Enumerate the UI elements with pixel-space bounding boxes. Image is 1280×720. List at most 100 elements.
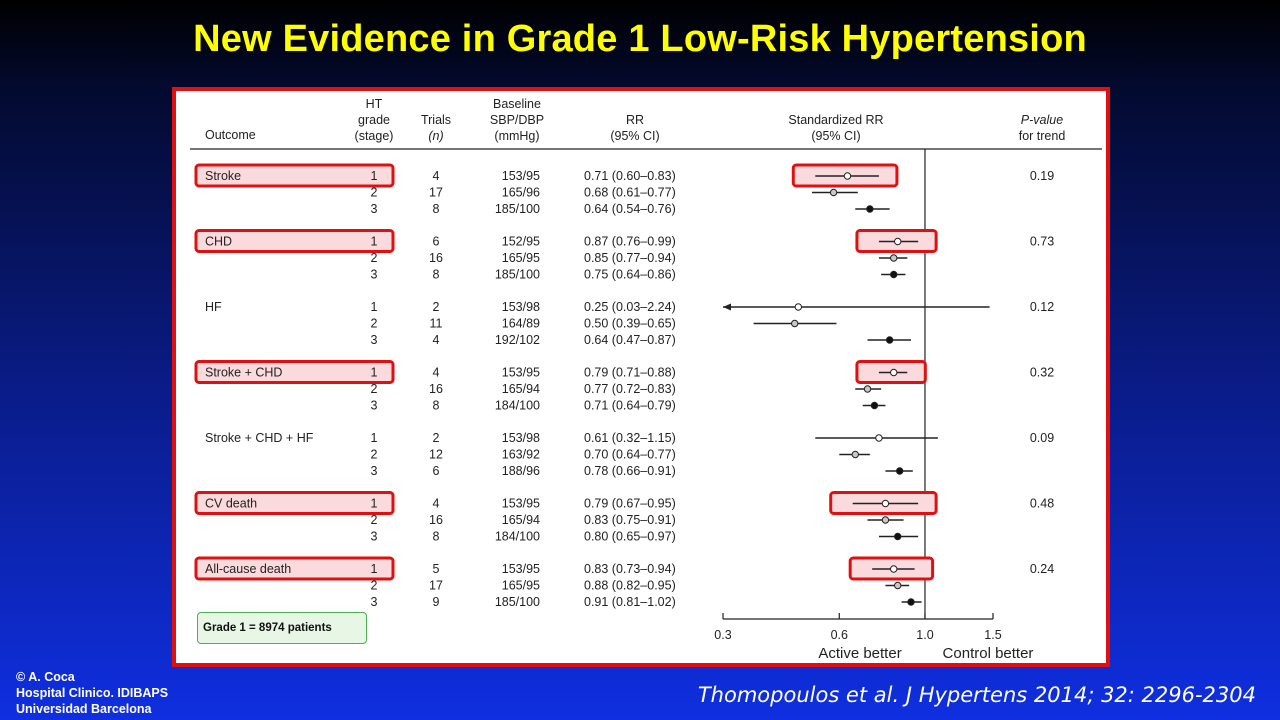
baseline-cell: 153/95	[502, 169, 540, 183]
estimate-point	[890, 254, 898, 262]
trials-cell: 4	[433, 169, 440, 183]
trials-cell: 4	[433, 333, 440, 347]
baseline-cell: 185/100	[495, 268, 540, 282]
trials-cell: 8	[433, 399, 440, 413]
rr-ci-cell: 0.25 (0.03–2.24)	[584, 300, 676, 314]
baseline-cell: 165/95	[502, 251, 540, 265]
p-trend-value: 0.19	[1030, 169, 1054, 183]
rr-ci-cell: 0.83 (0.73–0.94)	[584, 562, 676, 576]
outcome-label: CHD	[205, 235, 232, 249]
highlight-box-outcome	[194, 556, 395, 581]
highlight-box-outcome	[194, 491, 395, 515]
slide-title: New Evidence in Grade 1 Low-Risk Hyperte…	[193, 18, 1087, 60]
ci-arrow-left	[723, 303, 731, 311]
baseline-cell: 153/95	[502, 497, 540, 511]
grade-cell: 1	[371, 431, 378, 445]
grade-cell: 3	[371, 464, 378, 478]
baseline-cell: 185/100	[495, 202, 540, 216]
trials-cell: 8	[433, 202, 440, 216]
outcome-label: All-cause death	[205, 562, 291, 576]
estimate-point	[907, 598, 915, 606]
header-rr: (95% CI)	[610, 129, 659, 143]
trials-cell: 17	[429, 186, 443, 200]
header-baseline: Baseline	[493, 97, 541, 111]
grade-cell: 1	[371, 366, 378, 380]
estimate-point	[885, 336, 894, 344]
baseline-cell: 184/100	[495, 530, 540, 544]
outcome-label: HF	[205, 300, 222, 314]
estimate-point	[866, 205, 874, 213]
rr-ci-cell: 0.71 (0.60–0.83)	[584, 169, 676, 183]
baseline-cell: 153/95	[502, 562, 540, 576]
x-tick-label: 1.0	[916, 628, 933, 642]
baseline-cell: 153/98	[502, 431, 540, 445]
baseline-cell: 152/95	[502, 235, 540, 249]
baseline-cell: 165/96	[502, 186, 540, 200]
grade-cell: 3	[371, 333, 378, 347]
grade-cell: 2	[371, 579, 378, 593]
citation: Thomopoulos et al. J Hypertens 2014; 32:…	[697, 683, 1256, 707]
grade-cell: 3	[371, 595, 378, 609]
baseline-cell: 192/102	[495, 333, 540, 347]
axis-label-active-better: Active better	[818, 645, 901, 662]
rr-ci-cell: 0.70 (0.64–0.77)	[584, 448, 676, 462]
highlight-box-outcome	[194, 163, 395, 188]
estimate-point	[881, 499, 890, 508]
p-trend-value: 0.73	[1030, 235, 1054, 249]
outcome-label: Stroke	[205, 169, 241, 183]
p-trend-value: 0.09	[1030, 431, 1054, 445]
estimate-point	[890, 270, 898, 279]
baseline-cell: 188/96	[502, 464, 540, 478]
trials-cell: 6	[433, 464, 440, 478]
header-grade: HT	[366, 97, 383, 111]
estimate-point	[881, 516, 890, 524]
grade-cell: 2	[371, 186, 378, 200]
rr-ci-cell: 0.50 (0.39–0.65)	[584, 317, 676, 331]
trials-cell: 2	[433, 300, 440, 314]
header-p-value: P-value	[1021, 113, 1063, 127]
x-tick-label: 1.5	[984, 628, 1001, 642]
forest-plot-panel: Outcome HT grade (stage) Trials (n) Baseline SB…	[172, 87, 1110, 667]
outcome-label: Stroke + CHD	[205, 366, 282, 380]
outcome-label: CV death	[205, 497, 257, 511]
rr-ci-cell: 0.68 (0.61–0.77)	[584, 186, 676, 200]
estimate-point	[890, 368, 898, 377]
trials-cell: 16	[429, 513, 443, 527]
grade-cell: 2	[371, 317, 378, 331]
baseline-cell: 164/89	[502, 317, 540, 331]
grade-cell: 3	[371, 268, 378, 282]
header-trials: Trials	[421, 113, 451, 127]
p-trend-value: 0.24	[1030, 562, 1054, 576]
trials-cell: 17	[429, 579, 443, 593]
rr-ci-cell: 0.80 (0.65–0.97)	[584, 530, 676, 544]
header-baseline: (mmHg)	[494, 129, 539, 143]
rr-ci-cell: 0.77 (0.72–0.83)	[584, 382, 676, 396]
rr-ci-cell: 0.83 (0.75–0.91)	[584, 513, 676, 527]
grade-cell: 3	[371, 399, 378, 413]
rr-ci-cell: 0.87 (0.76–0.99)	[584, 235, 676, 249]
axis-label-control-better: Control better	[943, 645, 1034, 662]
grade1-note: Grade 1 = 8974 patients	[197, 612, 367, 644]
rr-ci-cell: 0.79 (0.71–0.88)	[584, 366, 676, 380]
trials-cell: 9	[433, 595, 440, 609]
grade-cell: 1	[371, 300, 378, 314]
rr-ci-cell: 0.61 (0.32–1.15)	[584, 431, 676, 445]
x-tick-label: 0.6	[831, 628, 848, 642]
baseline-cell: 165/94	[502, 513, 540, 527]
header-trials-n: (n)	[428, 129, 443, 143]
p-trend-value: 0.48	[1030, 497, 1054, 511]
rr-ci-cell: 0.88 (0.82–0.95)	[584, 579, 676, 593]
header-standardized-rr: Standardized RR	[788, 113, 883, 127]
grade-cell: 2	[371, 448, 378, 462]
estimate-point	[894, 532, 902, 541]
estimate-point	[870, 401, 879, 410]
author-credit: © A. Coca Hospital Clinico. IDIBAPS Univ…	[16, 669, 168, 717]
credit-line-university: Universidad Barcelona	[16, 702, 152, 716]
highlight-box-outcome	[194, 229, 395, 253]
estimate-point	[895, 467, 904, 475]
baseline-cell: 185/100	[495, 595, 540, 609]
baseline-cell: 165/94	[502, 382, 540, 396]
header-baseline: SBP/DBP	[490, 113, 544, 127]
baseline-cell: 153/95	[502, 366, 540, 380]
estimate-point	[829, 188, 838, 197]
